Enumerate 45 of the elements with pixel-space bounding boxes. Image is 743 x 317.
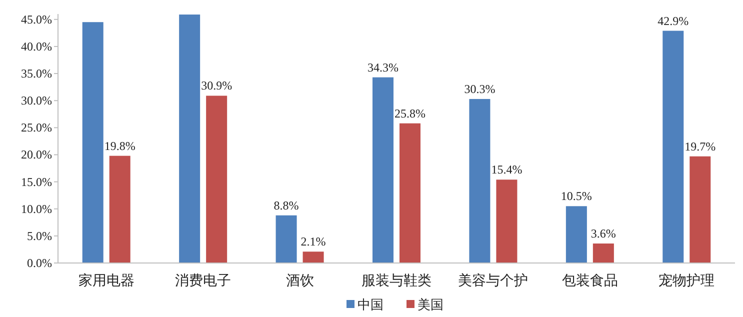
bar (82, 22, 104, 263)
data-label: 30.3% (464, 82, 496, 96)
y-tick-label: 5.0% (27, 228, 52, 243)
bar (662, 30, 684, 263)
bar (109, 156, 130, 263)
data-label: 3.6% (590, 226, 616, 241)
x-tick-label: 美容与个护 (458, 272, 528, 288)
bar (566, 206, 587, 263)
y-tick-label: 40.0% (21, 39, 52, 54)
bar (179, 14, 200, 263)
x-tick-label: 家用电器 (78, 272, 134, 288)
y-tick-label: 45.0% (21, 12, 52, 26)
x-tick-label: 消费电子 (175, 272, 232, 288)
bar (206, 96, 228, 263)
data-label: 42.9% (658, 14, 689, 28)
bar (496, 180, 518, 263)
y-tick-label: 15.0% (21, 174, 52, 189)
data-label: 2.1% (300, 234, 326, 249)
y-tick-label: 25.0% (21, 120, 52, 135)
data-label: 8.8% (274, 198, 299, 212)
bar (592, 244, 614, 263)
data-label: 19.8% (104, 138, 136, 153)
data-label: 15.4% (491, 162, 522, 177)
data-label: 19.7% (684, 139, 716, 154)
bar (400, 123, 420, 263)
legend-label: 美国 (418, 297, 444, 312)
y-tick-label: 10.0% (21, 202, 52, 216)
data-label: 34.3% (368, 60, 398, 74)
x-tick-label: 服装与鞋类 (362, 272, 432, 288)
x-tick-label: 包装食品 (562, 272, 618, 288)
x-tick-label: 宠物护理 (658, 272, 715, 288)
bar (690, 156, 711, 263)
data-label: 10.5% (560, 189, 592, 204)
bar (276, 215, 297, 263)
legend-label: 中国 (358, 297, 384, 312)
y-tick-label: 0.0% (27, 256, 52, 270)
bar (372, 77, 394, 263)
y-tick-label: 30.0% (21, 94, 52, 108)
bar (302, 252, 324, 263)
x-tick-label: 酒饮 (286, 272, 314, 288)
data-label: 30.9% (201, 78, 232, 93)
bar (469, 98, 490, 263)
y-tick-label: 35.0% (21, 66, 52, 81)
y-tick-label: 20.0% (21, 148, 52, 162)
data-label: 25.8% (394, 106, 426, 120)
